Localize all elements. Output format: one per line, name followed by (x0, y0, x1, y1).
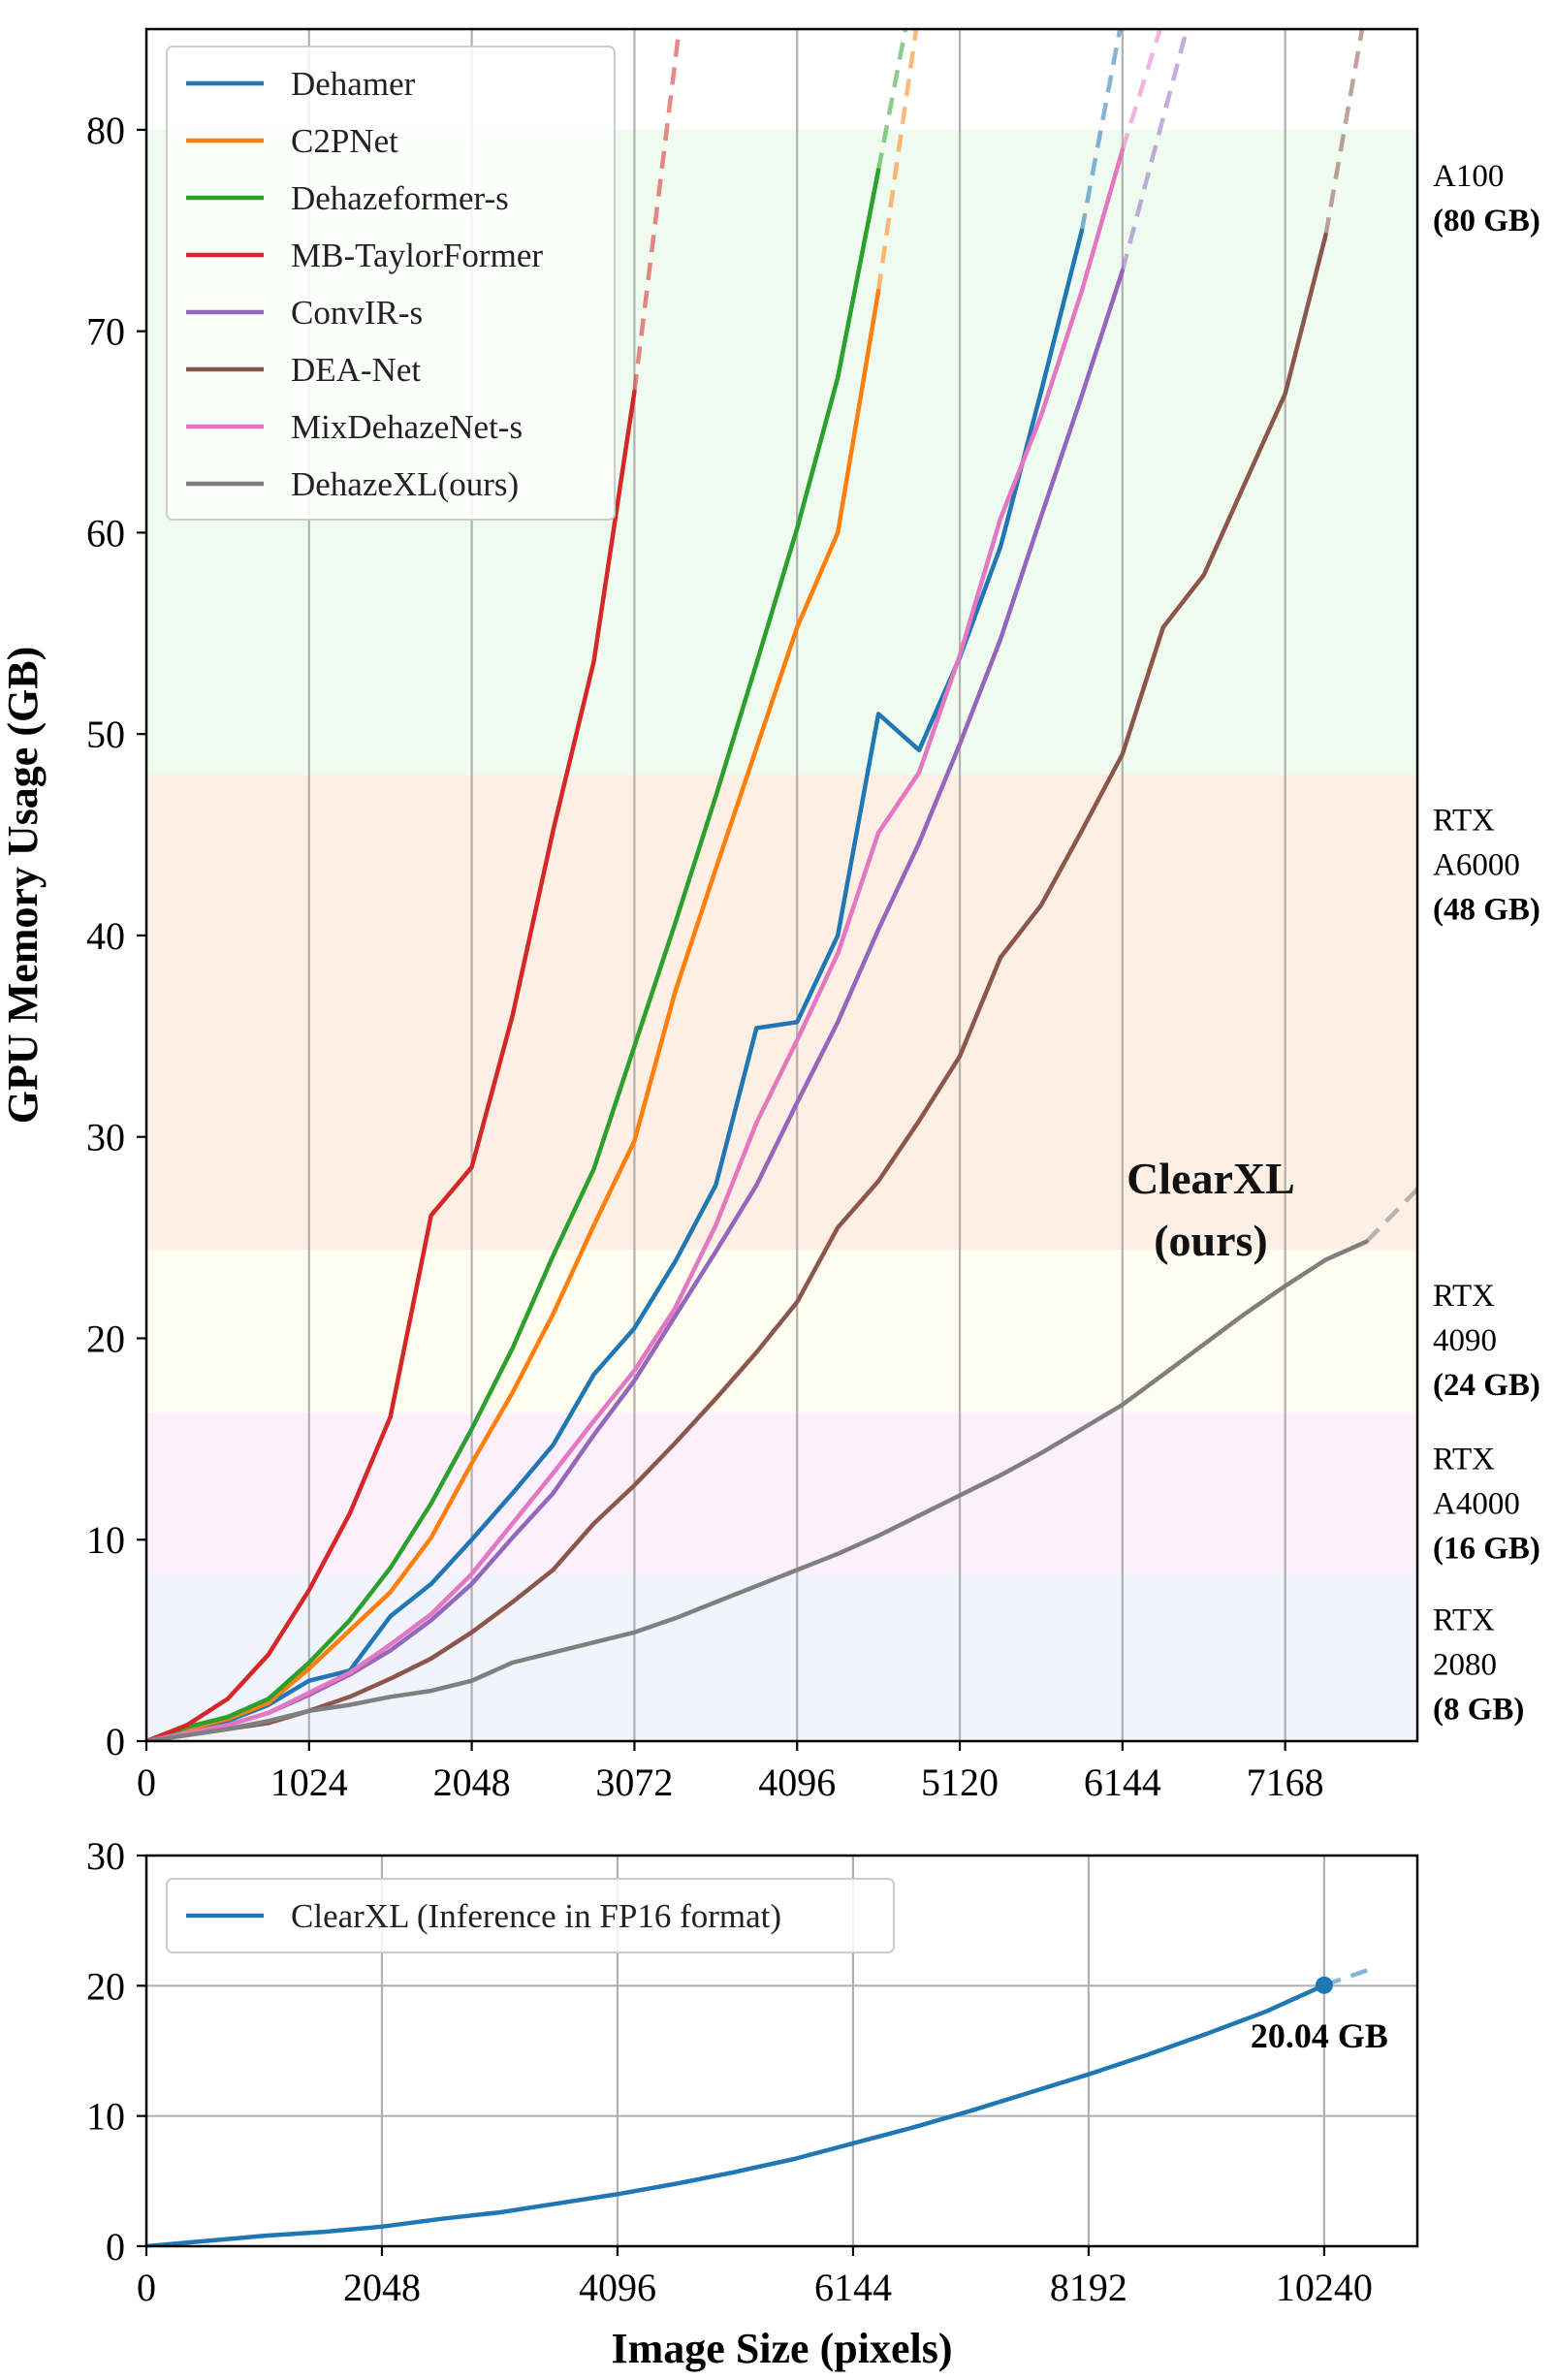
y-tick-label-8: 80 (86, 109, 125, 152)
gpu-tier-label-2-line1: RTX (1433, 1279, 1495, 1314)
x-axis-title: Image Size (pixels) (612, 2325, 953, 2372)
x-tick-label-5: 10240 (1276, 2266, 1373, 2309)
gpu-tier-label-4-line1: RTX (1433, 1603, 1495, 1638)
clearxl-annotation-line2: (ours) (1154, 1216, 1268, 1265)
gpu-tier-label-0-cap: (80 GB) (1433, 204, 1540, 238)
y-tick-label-7: 70 (86, 310, 125, 354)
x-tick-label-3: 3072 (595, 1761, 673, 1804)
plot-area (146, 29, 1417, 1741)
series-line-7 (146, 1239, 1369, 1741)
series-line-1 (146, 288, 881, 1741)
gpu-tier-label-1-line1: RTX (1433, 804, 1495, 839)
y-tick-label-5: 50 (86, 713, 125, 756)
series-extrapolation-3 (632, 29, 682, 393)
gpu-tier-label-3-line1: RTX (1433, 1442, 1495, 1476)
x-tick-label-0: 0 (137, 1761, 156, 1804)
legend-entry-5: DEA-Net (291, 351, 421, 389)
series-line-0 (146, 1983, 1327, 2246)
y-tick-label-0: 0 (106, 1720, 125, 1763)
legend-box (166, 46, 616, 521)
y-tick-label-1: 10 (86, 1518, 125, 1562)
x-tick-label-4: 8192 (1050, 2266, 1127, 2309)
gpu-tier-label-2-line2: 4090 (1433, 1323, 1497, 1358)
gpu-tier-label-3-cap: (16 GB) (1433, 1531, 1540, 1566)
x-tick-label-6: 6144 (1084, 1761, 1161, 1804)
gpu-tier-band-4 (147, 1573, 1416, 1741)
series-extrapolation-0 (1079, 29, 1123, 232)
legend-entry-4: ConvIR-s (291, 294, 423, 332)
legend-entry-6: MixDehazeNet-s (291, 408, 523, 446)
y-tick-label-0: 0 (106, 2225, 125, 2269)
series-line-5 (146, 232, 1328, 1741)
series-line-6 (146, 147, 1126, 1741)
series-extrapolation-6 (1120, 29, 1163, 151)
y-tick-label-2: 20 (86, 1317, 125, 1360)
gpu-tier-band-2 (147, 1250, 1416, 1413)
gpu-tier-band-1 (147, 774, 1416, 1251)
series-extrapolation-2 (875, 29, 908, 171)
series-line-2 (146, 168, 881, 1741)
x-tick-label-1: 2048 (343, 2266, 421, 2309)
memory-usage-chart: 0 1024 2048 3072 4096 5120 6144 7168 0 10 20 30 40 50… (0, 27, 1540, 1804)
series-line-3 (146, 389, 637, 1741)
series-line-0 (146, 228, 1085, 1741)
series-extrapolation-5 (1323, 29, 1365, 236)
endpoint-marker (1315, 1976, 1333, 1994)
y-tick-label-4: 40 (86, 914, 125, 958)
gpu-tier-label-2-cap: (24 GB) (1433, 1368, 1540, 1403)
legend-entry-7: DehazeXL(ours) (291, 465, 519, 503)
x-tick-label-5: 5120 (921, 1761, 999, 1804)
gpu-tier-label-4-line2: 2080 (1433, 1648, 1497, 1683)
gpu-tier-label-1-cap: (48 GB) (1433, 893, 1540, 928)
plot-area (146, 1966, 1373, 2246)
y-tick-label-6: 60 (86, 511, 125, 555)
gpu-tier-label-1-line2: A6000 (1433, 848, 1520, 883)
plot-frame (144, 1854, 1419, 2248)
legend-entry-1: C2PNet (291, 122, 398, 160)
legend-entry-0: ClearXL (Inference in FP16 format) (291, 1897, 781, 1935)
x-tick-label-2: 4096 (579, 2266, 656, 2309)
legend-entry-3: MB-TaylorFormer (291, 237, 543, 274)
gpu-tier-label-4-cap: (8 GB) (1433, 1693, 1524, 1728)
legend-entry-0: Dehamer (291, 65, 416, 103)
plot-frame (144, 27, 1419, 1743)
x-tick-label-0: 0 (137, 2266, 156, 2309)
gpu-tier-label-3-line2: A4000 (1433, 1486, 1520, 1521)
series-extrapolation-4 (1120, 29, 1190, 271)
x-tick-label-3: 6144 (814, 2266, 892, 2309)
y-tick-label-1: 10 (86, 2095, 125, 2139)
x-tick-label-1: 1024 (270, 1761, 348, 1804)
legend-box (166, 1878, 895, 1953)
endpoint-label: 20.04 GB (1251, 2016, 1388, 2055)
legend-entry-2: Dehazeformer-s (291, 179, 509, 217)
y-tick-label-3: 30 (86, 1834, 125, 1878)
x-tick-label-2: 2048 (433, 1761, 511, 1804)
gpu-tier-label-0-line1: A100 (1433, 159, 1504, 194)
y-tick-label-2: 20 (86, 1964, 125, 2008)
x-tick-label-4: 4096 (758, 1761, 836, 1804)
gpu-tier-band-3 (147, 1412, 1416, 1574)
y-axis-title: GPU Memory Usage (GB) (0, 647, 47, 1124)
y-tick-label-3: 30 (86, 1116, 125, 1159)
fp16-inference-chart: 0 2048 4096 6144 8192 10240 0 10 20 30 Image Size … (86, 1834, 1419, 2372)
x-tick-label-7: 7168 (1247, 1761, 1324, 1804)
clearxl-annotation-line1: ClearXL (1127, 1154, 1295, 1203)
series-extrapolation-7 (1364, 1188, 1417, 1244)
